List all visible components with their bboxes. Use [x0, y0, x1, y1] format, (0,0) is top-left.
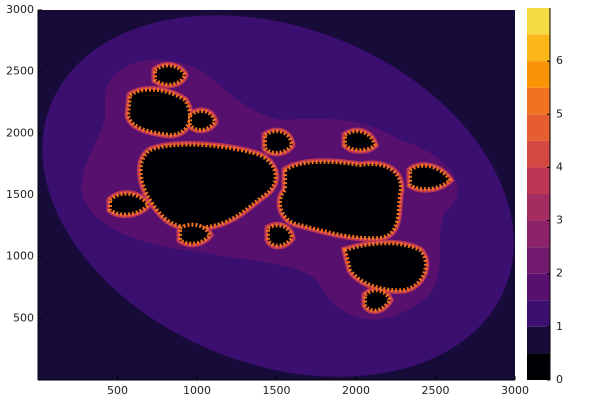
colorbar-band — [527, 140, 550, 168]
x-tick-label: 3000 — [501, 384, 529, 397]
colorbar-band — [527, 8, 550, 35]
colorbar-tick-label: 6 — [556, 54, 563, 67]
contour-region — [125, 87, 192, 138]
contour-region — [342, 241, 428, 293]
colorbar-band — [527, 273, 550, 301]
y-tick-label: 3000 — [6, 3, 34, 16]
colorbar-tick-label: 4 — [556, 160, 563, 173]
contour-region — [138, 142, 278, 231]
contour-region — [108, 191, 151, 217]
x-tick-label: 500 — [107, 384, 128, 397]
colorbar-tick-label: 1 — [556, 320, 563, 333]
colorbar-band — [527, 326, 550, 354]
contour-region — [408, 163, 453, 192]
y-tick-label: 1500 — [6, 188, 34, 201]
contour-region — [263, 129, 295, 155]
colorbar-band — [527, 220, 550, 248]
contour-region — [188, 108, 218, 132]
x-tick-label: 1000 — [183, 384, 211, 397]
contour-region — [343, 129, 378, 153]
y-tick-label: 2000 — [6, 126, 34, 139]
colorbar-band — [527, 114, 550, 141]
contour-region — [153, 63, 188, 87]
colorbar-tick-label: 2 — [556, 267, 563, 280]
colorbar-band — [527, 247, 550, 274]
x-tick-label: 1500 — [263, 384, 291, 397]
colorbar-band — [527, 300, 550, 327]
x-tick-label: 2000 — [342, 384, 370, 397]
colorbar-band — [527, 61, 550, 88]
colorbar-tick-label: 5 — [556, 107, 563, 120]
contour-region — [363, 288, 393, 313]
colorbar-band — [527, 353, 550, 380]
y-tick-label: 2500 — [6, 65, 34, 78]
plot-area — [38, 10, 515, 380]
y-tick-label: 1000 — [6, 250, 34, 263]
axes: 500 1000 1500 2000 2500 300050010001500200025… — [6, 3, 563, 397]
x-tick-label: 2500 — [422, 384, 450, 397]
colorbar-tick-label: 0 — [556, 373, 563, 386]
contour-region — [178, 222, 213, 246]
colorbar-band — [527, 194, 550, 221]
colorbar-band — [527, 87, 550, 115]
colorbar-tick-label: 3 — [556, 214, 563, 227]
y-tick-label: 500 — [13, 311, 34, 324]
contour-region — [278, 159, 403, 241]
contour-region — [266, 223, 295, 248]
colorbar-band — [527, 167, 550, 194]
colorbar-band — [527, 34, 550, 62]
